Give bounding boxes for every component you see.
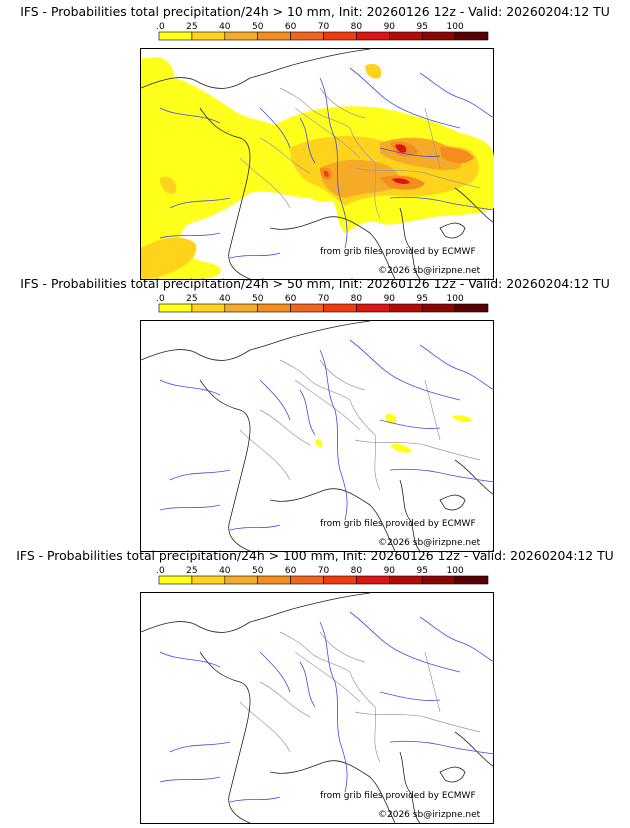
colorbar-tick-label: 10 [157,566,165,576]
colorbar-tick-label: 60 [285,294,297,304]
colorbar-swatch [158,303,193,313]
borders [239,631,481,763]
colorbar-tick-label: 25 [186,566,197,576]
colorbar-tick-label: 70 [318,566,330,576]
colorbar-tick-label: 90 [384,294,396,304]
colorbar-tick-label: 90 [384,566,396,576]
colorbar-swatch [323,31,357,41]
colorbar-tick-label: 100 [447,22,464,32]
colorbar-tick-label: 60 [285,566,297,576]
colorbar-svg: 10 25 40 50 60 70 80 90 95 100 [153,22,489,41]
colorbar-tick-label: 95 [416,22,427,32]
colorbar-tick-label: 95 [416,566,427,576]
colorbar-swatch [389,31,423,41]
map-panel-100mm: IFS - Probabilities total precipitation/… [0,548,630,824]
colorbar-swatch [454,31,489,41]
colorbar-swatch [389,575,423,585]
borders [239,87,481,219]
colorbar-tick-label: 50 [252,294,264,304]
colorbar-swatch [224,31,259,41]
copyright: ©2026 sb@irizpne.net [378,538,481,548]
colorbar-swatch [421,575,456,585]
probability-map[interactable]: from grib files provided by ECMWF ©2026 … [140,320,494,552]
colorbar-tick-label: 80 [351,294,363,304]
precip-shading [315,413,472,453]
colorbar-swatch [389,303,423,313]
colorbar-tick-label: 95 [416,294,427,304]
colorbar-tick-label: 60 [285,22,297,32]
colorbar-swatch [257,31,291,41]
colorbar-tick-label: 70 [318,22,330,32]
data-credit: from grib files provided by ECMWF [320,791,476,801]
colorbar: 10 25 40 50 60 70 80 90 95 100 [153,20,490,48]
colorbar-swatch [290,31,324,41]
colorbar-swatch [290,303,324,313]
data-credit: from grib files provided by ECMWF [320,519,476,529]
colorbar-swatch [290,575,324,585]
colorbar-tick-label: 40 [219,22,231,32]
colorbar-svg: 10 25 40 50 60 70 80 90 95 100 [153,294,489,313]
colorbar-swatch [191,31,226,41]
colorbar-swatch [191,575,226,585]
map-svg: from grib files provided by ECMWF ©2026 … [140,592,494,824]
colorbar: 10 25 40 50 60 70 80 90 95 100 [153,292,490,320]
probability-map[interactable]: from grib files provided by ECMWF ©2026 … [140,48,494,280]
panel-title: IFS - Probabilities total precipitation/… [20,4,610,19]
colorbar-tick-label: 10 [157,294,165,304]
borders [239,359,481,491]
colorbar-tick-label: 50 [252,22,264,32]
colorbar-tick-label: 40 [219,294,231,304]
rivers [159,339,494,531]
copyright: ©2026 sb@irizpne.net [378,810,481,820]
colorbar-tick-label: 25 [186,294,197,304]
coastline [140,592,494,824]
colorbar-tick-label: 100 [447,294,464,304]
data-credit: from grib files provided by ECMWF [320,247,476,257]
colorbar-tick-label: 70 [318,294,330,304]
colorbar-swatch [421,31,456,41]
colorbar-swatch [323,303,357,313]
colorbar-tick-label: 50 [252,566,264,576]
colorbar-swatch [454,303,489,313]
colorbar-tick-label: 25 [186,22,197,32]
rivers [159,67,494,259]
colorbar-swatch [257,575,291,585]
colorbar-swatch [356,575,390,585]
colorbar-swatch [224,575,259,585]
colorbar-swatch [257,303,291,313]
colorbar-swatch [191,303,226,313]
coastline [140,48,494,280]
map-frame [140,320,494,552]
colorbar-tick-label: 40 [219,566,231,576]
colorbar-swatch [323,575,357,585]
colorbar-swatch [158,575,193,585]
panel-title: IFS - Probabilities total precipitation/… [20,276,610,291]
map-frame [140,592,494,824]
colorbar-swatch [224,303,259,313]
colorbar-tick-label: 80 [351,566,363,576]
map-svg: from grib files provided by ECMWF ©2026 … [140,320,494,552]
colorbar-tick-label: 90 [384,22,396,32]
colorbar-tick-label: 10 [157,22,165,32]
colorbar-tick-label: 100 [447,566,464,576]
colorbar: 10 25 40 50 60 70 80 90 95 100 [153,564,490,592]
coastline [140,320,494,552]
colorbar-svg: 10 25 40 50 60 70 80 90 95 100 [153,566,489,585]
colorbar-swatch [356,303,390,313]
colorbar-swatch [454,575,489,585]
map-panel-50mm: IFS - Probabilities total precipitation/… [0,276,630,552]
panel-title: IFS - Probabilities total precipitation/… [16,548,614,563]
map-panel-10mm: IFS - Probabilities total precipitation/… [0,4,630,280]
map-svg: from grib files provided by ECMWF ©2026 … [140,48,494,280]
copyright: ©2026 sb@irizpne.net [378,266,481,276]
colorbar-swatch [158,31,193,41]
colorbar-tick-label: 80 [351,22,363,32]
probability-map[interactable]: from grib files provided by ECMWF ©2026 … [140,592,494,824]
rivers [159,611,494,803]
colorbar-swatch [421,303,456,313]
colorbar-swatch [356,31,390,41]
